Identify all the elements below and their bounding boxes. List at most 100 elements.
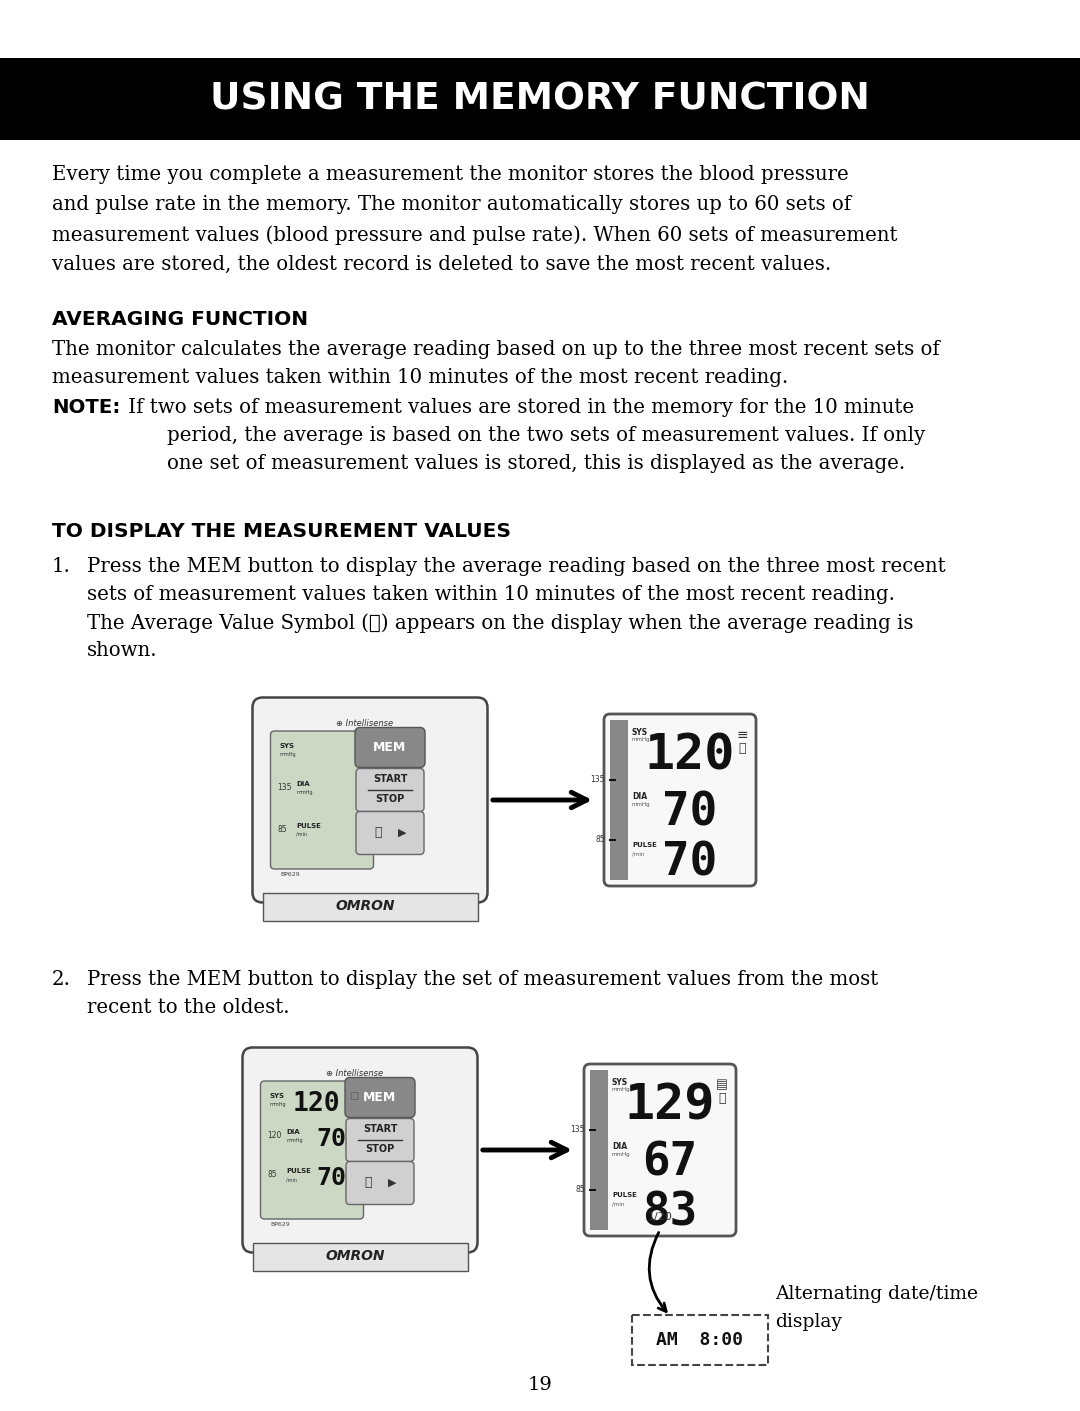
Text: 85: 85 — [576, 1185, 585, 1195]
FancyBboxPatch shape — [355, 728, 426, 768]
FancyBboxPatch shape — [253, 697, 487, 903]
Text: and pulse rate in the memory. The monitor automatically stores up to 60 sets of: and pulse rate in the memory. The monito… — [52, 195, 851, 214]
Text: ▶: ▶ — [388, 1178, 396, 1188]
Text: DIA: DIA — [632, 792, 647, 801]
Text: measurement values taken within 10 minutes of the most recent reading.: measurement values taken within 10 minut… — [52, 368, 788, 387]
Text: PULSE: PULSE — [297, 823, 322, 830]
Text: sets of measurement values taken within 10 minutes of the most recent reading.: sets of measurement values taken within … — [87, 586, 895, 604]
Text: Press the MEM button to display the average reading based on the three most rece: Press the MEM button to display the aver… — [87, 557, 946, 576]
Text: mmHg: mmHg — [632, 801, 650, 807]
Text: 19: 19 — [527, 1376, 553, 1394]
Text: /min: /min — [612, 1202, 624, 1206]
FancyBboxPatch shape — [270, 731, 374, 869]
Text: BP629: BP629 — [270, 1222, 291, 1226]
Text: DIA: DIA — [612, 1141, 627, 1151]
Text: 135: 135 — [570, 1126, 585, 1134]
Text: PULSE: PULSE — [612, 1192, 637, 1198]
Text: 70: 70 — [316, 1165, 347, 1189]
Text: 85: 85 — [278, 825, 287, 834]
Text: PULSE: PULSE — [286, 1168, 311, 1174]
Text: ≡: ≡ — [737, 728, 747, 742]
Text: SYS: SYS — [632, 728, 648, 737]
Text: mmHg: mmHg — [286, 1139, 303, 1143]
Text: mmHg: mmHg — [280, 752, 296, 756]
Text: SYS: SYS — [270, 1094, 284, 1099]
Text: 1.: 1. — [52, 557, 71, 576]
Bar — [262, 893, 477, 920]
Text: 85: 85 — [268, 1170, 278, 1180]
Text: Every time you complete a measurement the monitor stores the blood pressure: Every time you complete a measurement th… — [52, 165, 849, 183]
Text: shown.: shown. — [87, 641, 158, 660]
Text: ⒣: ⒣ — [739, 742, 746, 755]
Text: 85: 85 — [595, 835, 605, 845]
Text: /min: /min — [297, 832, 308, 837]
Text: 70: 70 — [662, 790, 717, 835]
Text: BP629: BP629 — [281, 872, 300, 876]
Text: 1/20: 1/20 — [648, 1212, 673, 1222]
Bar — [253, 1243, 468, 1270]
Text: START: START — [373, 775, 407, 785]
Text: mmHg: mmHg — [297, 790, 313, 794]
FancyBboxPatch shape — [345, 1078, 415, 1118]
FancyBboxPatch shape — [356, 769, 424, 811]
FancyBboxPatch shape — [346, 1119, 414, 1161]
Text: 120: 120 — [293, 1091, 340, 1118]
Text: NOTE:: NOTE: — [52, 398, 120, 418]
Text: mmHg: mmHg — [612, 1151, 631, 1157]
Text: PULSE: PULSE — [632, 842, 657, 848]
Text: /min: /min — [632, 852, 645, 856]
Text: STOP: STOP — [365, 1144, 394, 1154]
Text: 120: 120 — [645, 732, 735, 780]
Text: recent to the oldest.: recent to the oldest. — [87, 998, 289, 1017]
Text: ⒣: ⒣ — [718, 1092, 726, 1105]
FancyBboxPatch shape — [346, 1161, 414, 1205]
FancyBboxPatch shape — [584, 1064, 735, 1236]
Bar — [590, 1070, 608, 1230]
Text: If two sets of measurement values are stored in the memory for the 10 minute: If two sets of measurement values are st… — [122, 398, 914, 418]
Text: 83: 83 — [643, 1189, 698, 1235]
Text: mmHg: mmHg — [632, 737, 650, 742]
Text: 2.: 2. — [52, 969, 71, 989]
Text: START: START — [363, 1125, 397, 1134]
Text: 135: 135 — [591, 776, 605, 785]
Text: period, the average is based on the two sets of measurement values. If only: period, the average is based on the two … — [167, 426, 926, 444]
Text: DIA: DIA — [297, 782, 310, 787]
Text: 135: 135 — [278, 783, 292, 792]
Text: ⊕ Intellisense: ⊕ Intellisense — [326, 1070, 383, 1078]
Text: values are stored, the oldest record is deleted to save the most recent values.: values are stored, the oldest record is … — [52, 255, 832, 274]
Text: mmHg: mmHg — [612, 1086, 631, 1092]
Text: 70: 70 — [316, 1127, 347, 1151]
Text: Alternating date/time: Alternating date/time — [775, 1285, 978, 1302]
Text: The monitor calculates the average reading based on up to the three most recent : The monitor calculates the average readi… — [52, 340, 940, 358]
Text: AM  8:00: AM 8:00 — [657, 1331, 743, 1349]
Text: STOP: STOP — [376, 794, 405, 804]
Text: OMRON: OMRON — [335, 899, 395, 913]
Text: /min: /min — [286, 1177, 297, 1182]
Text: ⊕ Intellisense: ⊕ Intellisense — [337, 720, 393, 728]
Text: measurement values (blood pressure and pulse rate). When 60 sets of measurement: measurement values (blood pressure and p… — [52, 224, 897, 244]
Text: USING THE MEMORY FUNCTION: USING THE MEMORY FUNCTION — [211, 80, 869, 117]
FancyBboxPatch shape — [632, 1315, 768, 1364]
FancyBboxPatch shape — [356, 811, 424, 855]
Bar — [0, 58, 1080, 140]
Text: ⏻: ⏻ — [375, 825, 381, 840]
Text: display: display — [775, 1314, 842, 1331]
Text: ⏻: ⏻ — [364, 1175, 372, 1189]
Text: mmHg: mmHg — [270, 1102, 286, 1108]
Bar — [610, 720, 627, 880]
Text: 70: 70 — [662, 840, 717, 885]
Text: 67: 67 — [643, 1140, 698, 1185]
Text: SYS: SYS — [612, 1078, 629, 1086]
Text: ▤: ▤ — [716, 1078, 728, 1091]
Text: Press the MEM button to display the set of measurement values from the most: Press the MEM button to display the set … — [87, 969, 878, 989]
Text: AVERAGING FUNCTION: AVERAGING FUNCTION — [52, 310, 308, 329]
FancyBboxPatch shape — [260, 1081, 364, 1219]
Text: The Average Value Symbol (⒣) appears on the display when the average reading is: The Average Value Symbol (⒣) appears on … — [87, 612, 914, 632]
Text: one set of measurement values is stored, this is displayed as the average.: one set of measurement values is stored,… — [167, 454, 905, 473]
Text: SYS: SYS — [280, 744, 295, 749]
Text: ▶: ▶ — [397, 827, 406, 838]
Text: OMRON: OMRON — [325, 1250, 384, 1263]
Text: MEM: MEM — [374, 741, 407, 753]
Text: □: □ — [349, 1091, 359, 1101]
Text: 129: 129 — [625, 1082, 715, 1130]
